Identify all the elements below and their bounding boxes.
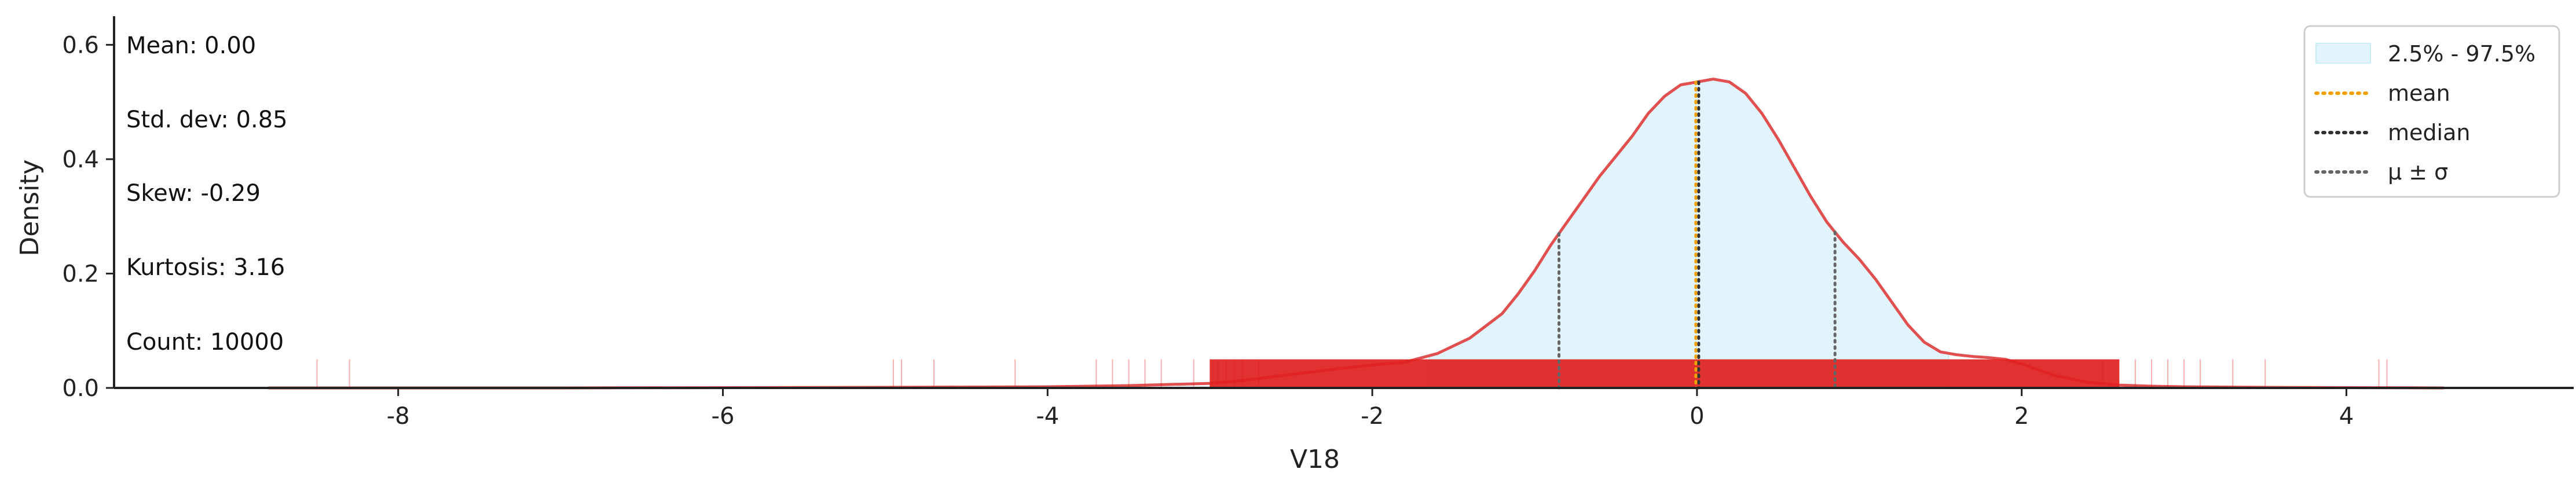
x-tick-label: 0	[1690, 403, 1704, 430]
rug-plot	[316, 359, 2388, 388]
x-tick-label: 4	[2339, 403, 2354, 430]
x-tick-label: -2	[1361, 403, 1384, 430]
reference-lines	[1558, 80, 1837, 390]
y-tick-label: 0.2	[62, 261, 99, 287]
legend-label: μ ± σ	[2388, 159, 2448, 185]
stat-line: Kurtosis: 3.16	[126, 254, 285, 281]
x-tick-label: -6	[712, 403, 735, 430]
y-tick-label: 0.4	[62, 146, 99, 173]
legend: 2.5% - 97.5% mean median μ ± σ	[2303, 25, 2560, 198]
stats-panel: Mean: 0.00 Std. dev: 0.85 Skew: -0.29 Kurto…	[126, 32, 288, 356]
legend-label: 2.5% - 97.5%	[2388, 41, 2535, 67]
stat-line: Mean: 0.00	[126, 32, 256, 59]
legend-label: median	[2388, 120, 2470, 145]
stat-line: Count: 10000	[126, 329, 284, 356]
interval-fill	[1428, 79, 1950, 389]
axes: -8 -6 -4 -2 0 2 4 0.0 0.2 0.4 0.6 V18 Density	[15, 16, 2574, 474]
y-tick-label: 0.6	[62, 32, 99, 58]
legend-box	[2303, 25, 2560, 198]
y-tick-label: 0.0	[62, 375, 99, 402]
x-tick-label: -8	[387, 403, 410, 430]
rug-dense-band	[1210, 359, 2119, 388]
plot-area	[268, 78, 2444, 390]
density-curve	[268, 78, 2444, 390]
x-tick-label: 2	[2014, 403, 2029, 430]
stat-line: Std. dev: 0.85	[126, 107, 288, 133]
x-tick-label: -4	[1036, 403, 1059, 430]
legend-label: mean	[2388, 80, 2450, 106]
y-axis-label: Density	[15, 159, 45, 256]
x-axis-label: V18	[1290, 445, 1340, 474]
legend-swatch-interval	[2315, 43, 2371, 64]
stat-line: Skew: -0.29	[126, 180, 261, 207]
